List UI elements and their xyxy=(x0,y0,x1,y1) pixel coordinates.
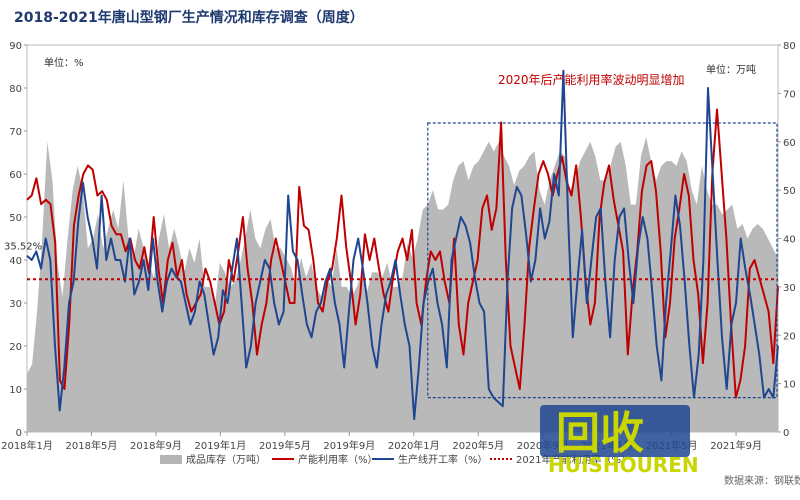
y-left-tick-label: 50 xyxy=(9,213,22,224)
legend: 成品库存（万吨） 产能利用率（%） 生产线开工率（%） 2021年产能利用率（%） xyxy=(160,453,631,466)
y-right-tick-label: 60 xyxy=(783,138,796,149)
x-tick-label: 2020年5月 xyxy=(452,439,504,452)
y-left-tick-label: 60 xyxy=(9,170,22,181)
series-area-inventory xyxy=(27,136,778,432)
y-left-tick-label: 20 xyxy=(9,342,22,353)
x-tick-label: 2019年1月 xyxy=(194,439,246,452)
x-tick-label: 2019年5月 xyxy=(259,439,311,452)
legend-label: 产能利用率（%） xyxy=(298,453,378,466)
y-left-tick-label: 80 xyxy=(9,84,22,95)
y-left-tick-label: 90 xyxy=(9,41,22,52)
reference-line-layer: 35.52% xyxy=(4,122,778,399)
y-left-tick-label: 30 xyxy=(9,299,22,310)
right-axis-unit: 单位：万吨 xyxy=(706,63,756,76)
series-line-operating-rate xyxy=(26,69,779,421)
y-right-tick-label: 20 xyxy=(783,331,796,342)
legend-label: 成品库存（万吨） xyxy=(186,453,266,466)
y-right-tick-label: 70 xyxy=(783,89,796,100)
series-line-utilization xyxy=(26,108,779,399)
left-axis-unit: 单位：% xyxy=(44,56,84,69)
y-left-tick-label: 10 xyxy=(9,385,22,396)
x-tick-label: 2018年5月 xyxy=(66,439,118,452)
y-right-tick-label: 30 xyxy=(783,283,796,294)
series-lines-layer xyxy=(26,69,779,421)
y-left-tick-label: 70 xyxy=(9,127,22,138)
watermark-brand-latin: HUISHOUREN xyxy=(548,453,699,477)
y-right-tick-label: 80 xyxy=(783,41,796,52)
legend-label: 生产线开工率（%） xyxy=(398,453,488,466)
reference-line-label: 35.52% xyxy=(4,241,42,252)
legend-swatch-inventory xyxy=(160,455,182,464)
x-tick-label: 2018年9月 xyxy=(130,439,182,452)
y-right-tick-label: 10 xyxy=(783,380,796,391)
watermark-brand: 回收 xyxy=(556,408,644,459)
x-tick-label: 2020年1月 xyxy=(388,439,440,452)
y-right-tick-label: 40 xyxy=(783,235,796,246)
chart-title: 2018-2021年唐山型钢厂生产情况和库存调查（周度） xyxy=(14,10,364,26)
x-tick-label: 2021年9月 xyxy=(710,439,762,452)
highlight-box xyxy=(427,122,778,399)
watermark-logo: 回收 HUISHOUREN xyxy=(540,405,699,477)
y-right-tick-label: 50 xyxy=(783,186,796,197)
inventory-area-layer xyxy=(27,136,778,432)
annotation-text: 2020年后产能利用率波动明显增加 xyxy=(498,72,685,87)
x-tick-label: 2018年1月 xyxy=(1,439,53,452)
watermark-logo-bg xyxy=(540,405,690,457)
y-left-tick-label: 40 xyxy=(9,256,22,267)
x-tick-label: 2019年9月 xyxy=(323,439,375,452)
y-right-tick-label: 0 xyxy=(783,428,789,439)
source-note: 数据来源：钢联数据 xyxy=(724,474,800,487)
y-left-tick-label: 0 xyxy=(16,428,22,439)
